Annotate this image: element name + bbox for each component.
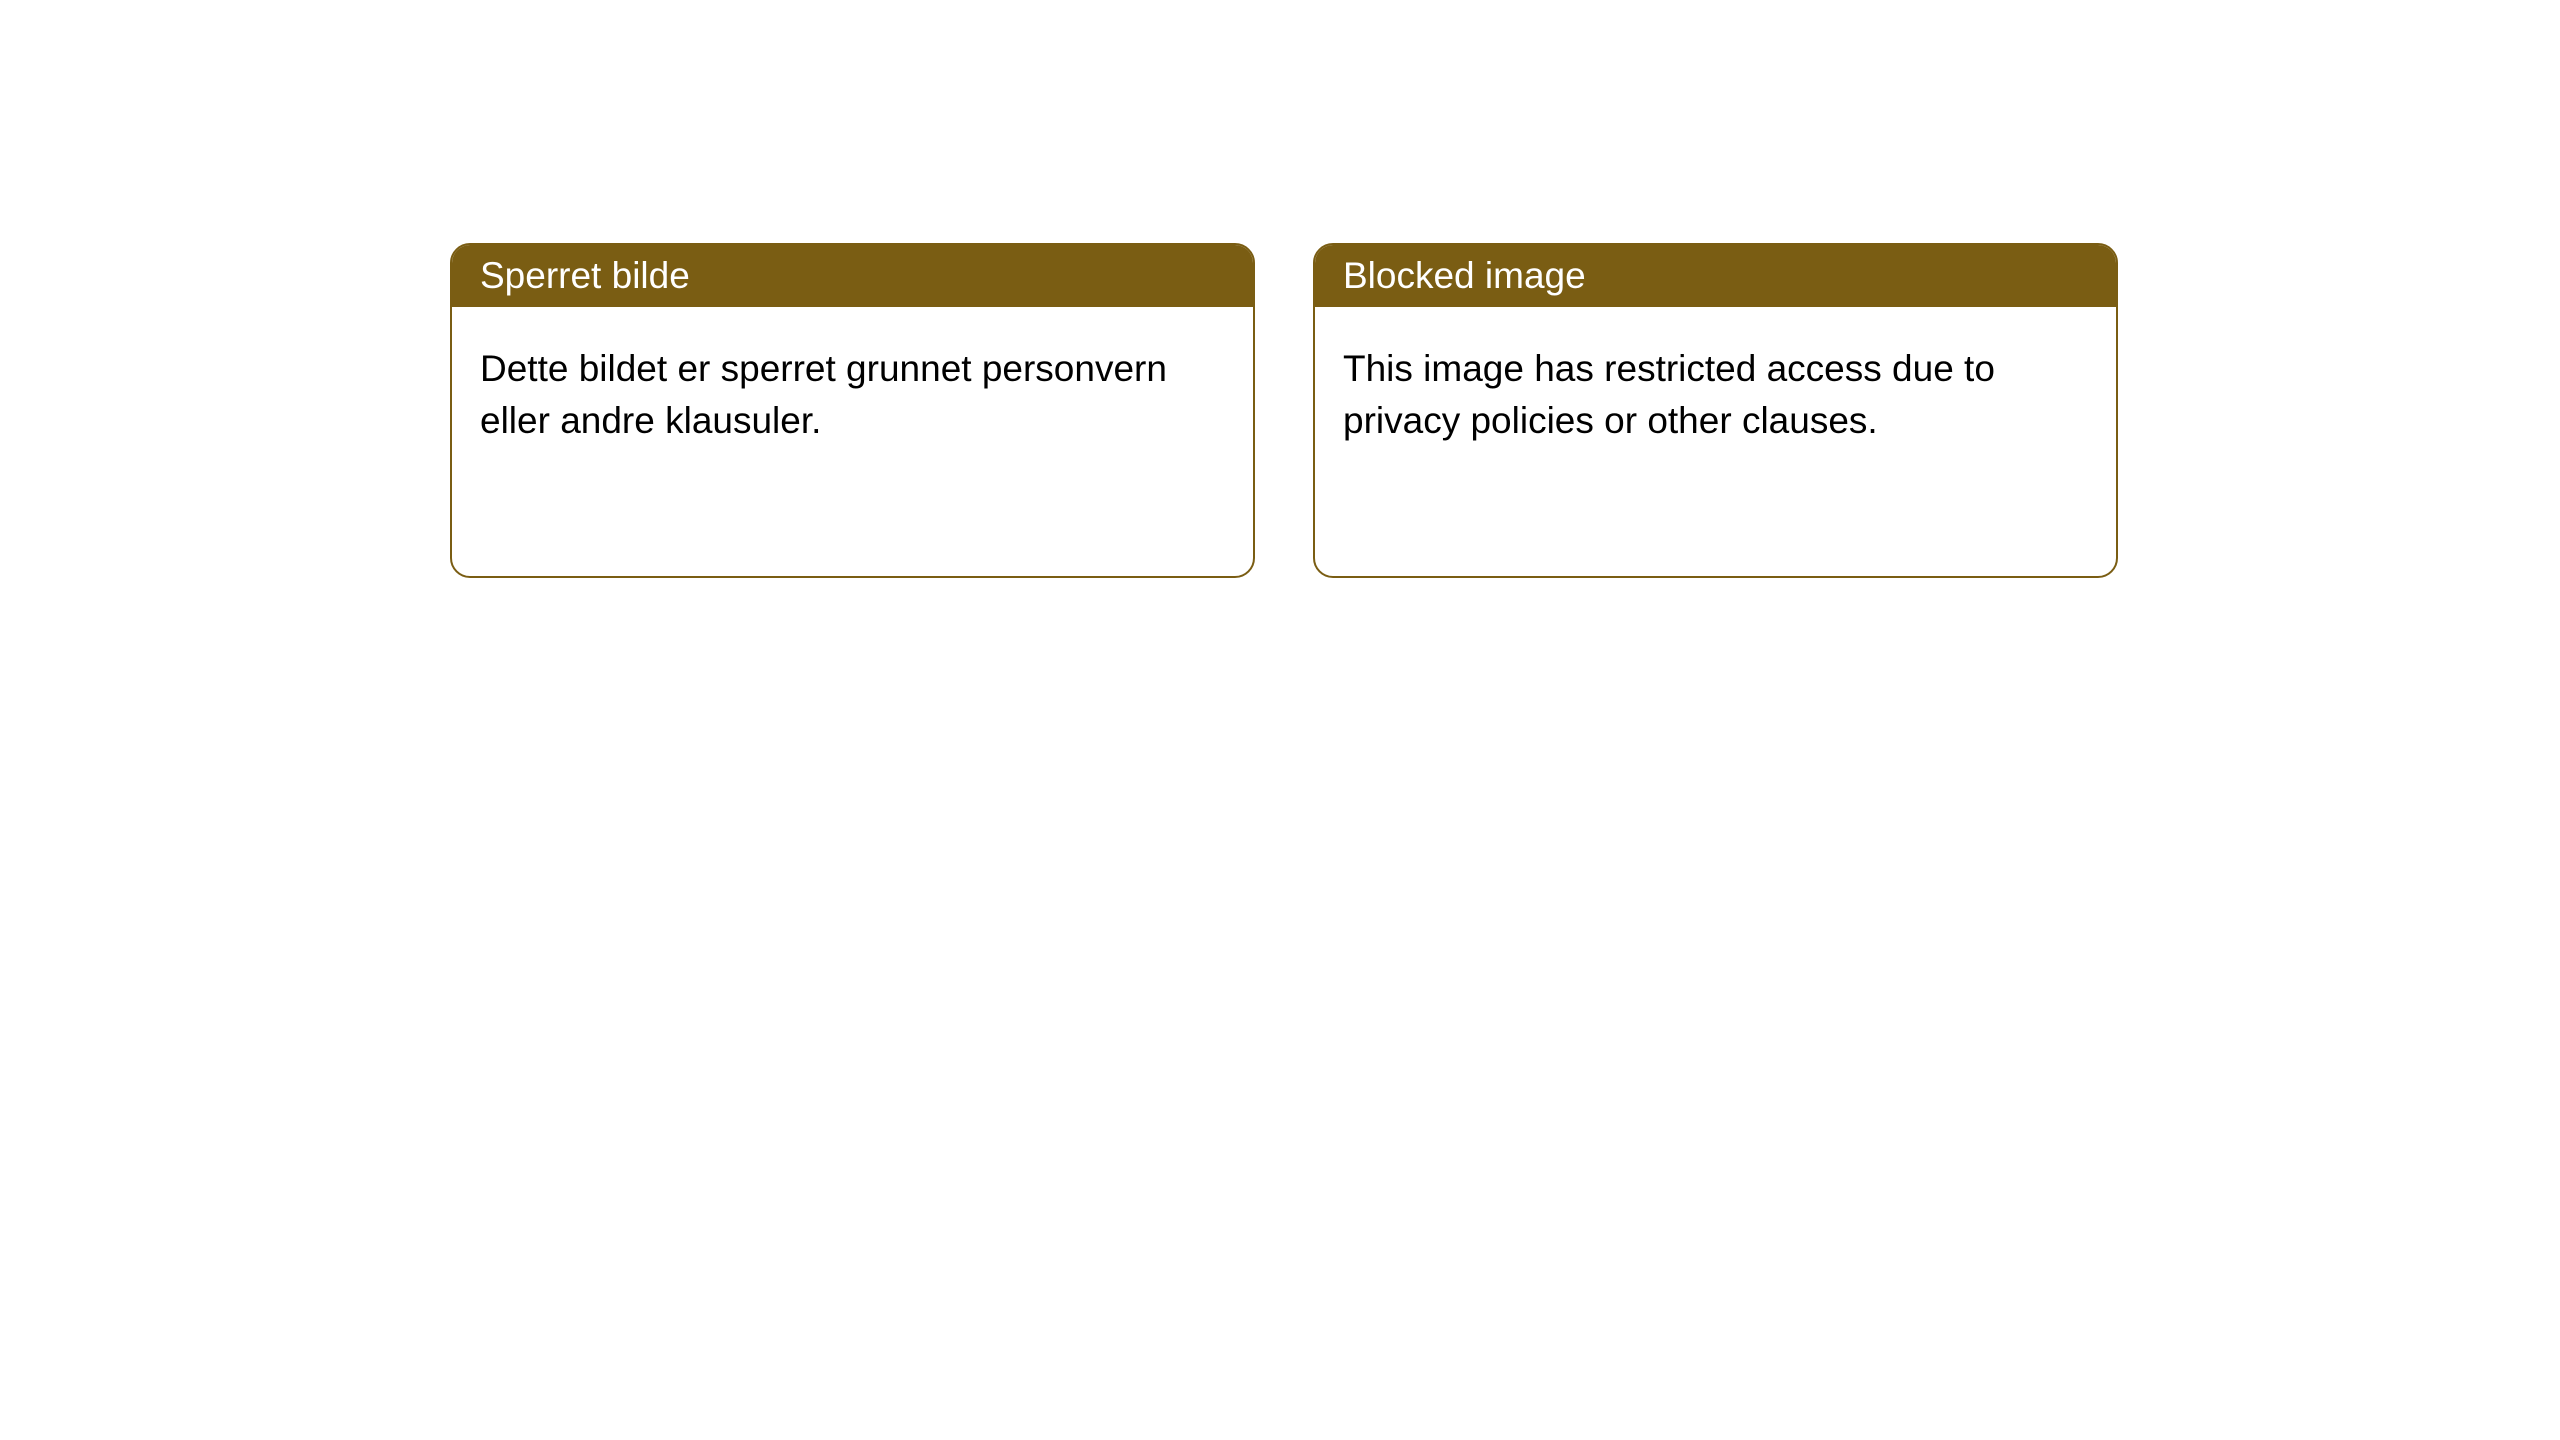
cards-container: Sperret bilde Dette bildet er sperret gr…	[0, 0, 2560, 578]
blocked-image-card-en: Blocked image This image has restricted …	[1313, 243, 2118, 578]
card-body-text-no: Dette bildet er sperret grunnet personve…	[480, 348, 1167, 441]
card-title-no: Sperret bilde	[480, 255, 690, 296]
card-title-en: Blocked image	[1343, 255, 1586, 296]
blocked-image-card-no: Sperret bilde Dette bildet er sperret gr…	[450, 243, 1255, 578]
card-body-en: This image has restricted access due to …	[1315, 307, 2116, 483]
card-body-no: Dette bildet er sperret grunnet personve…	[452, 307, 1253, 483]
card-header-en: Blocked image	[1315, 245, 2116, 307]
card-header-no: Sperret bilde	[452, 245, 1253, 307]
card-body-text-en: This image has restricted access due to …	[1343, 348, 1995, 441]
